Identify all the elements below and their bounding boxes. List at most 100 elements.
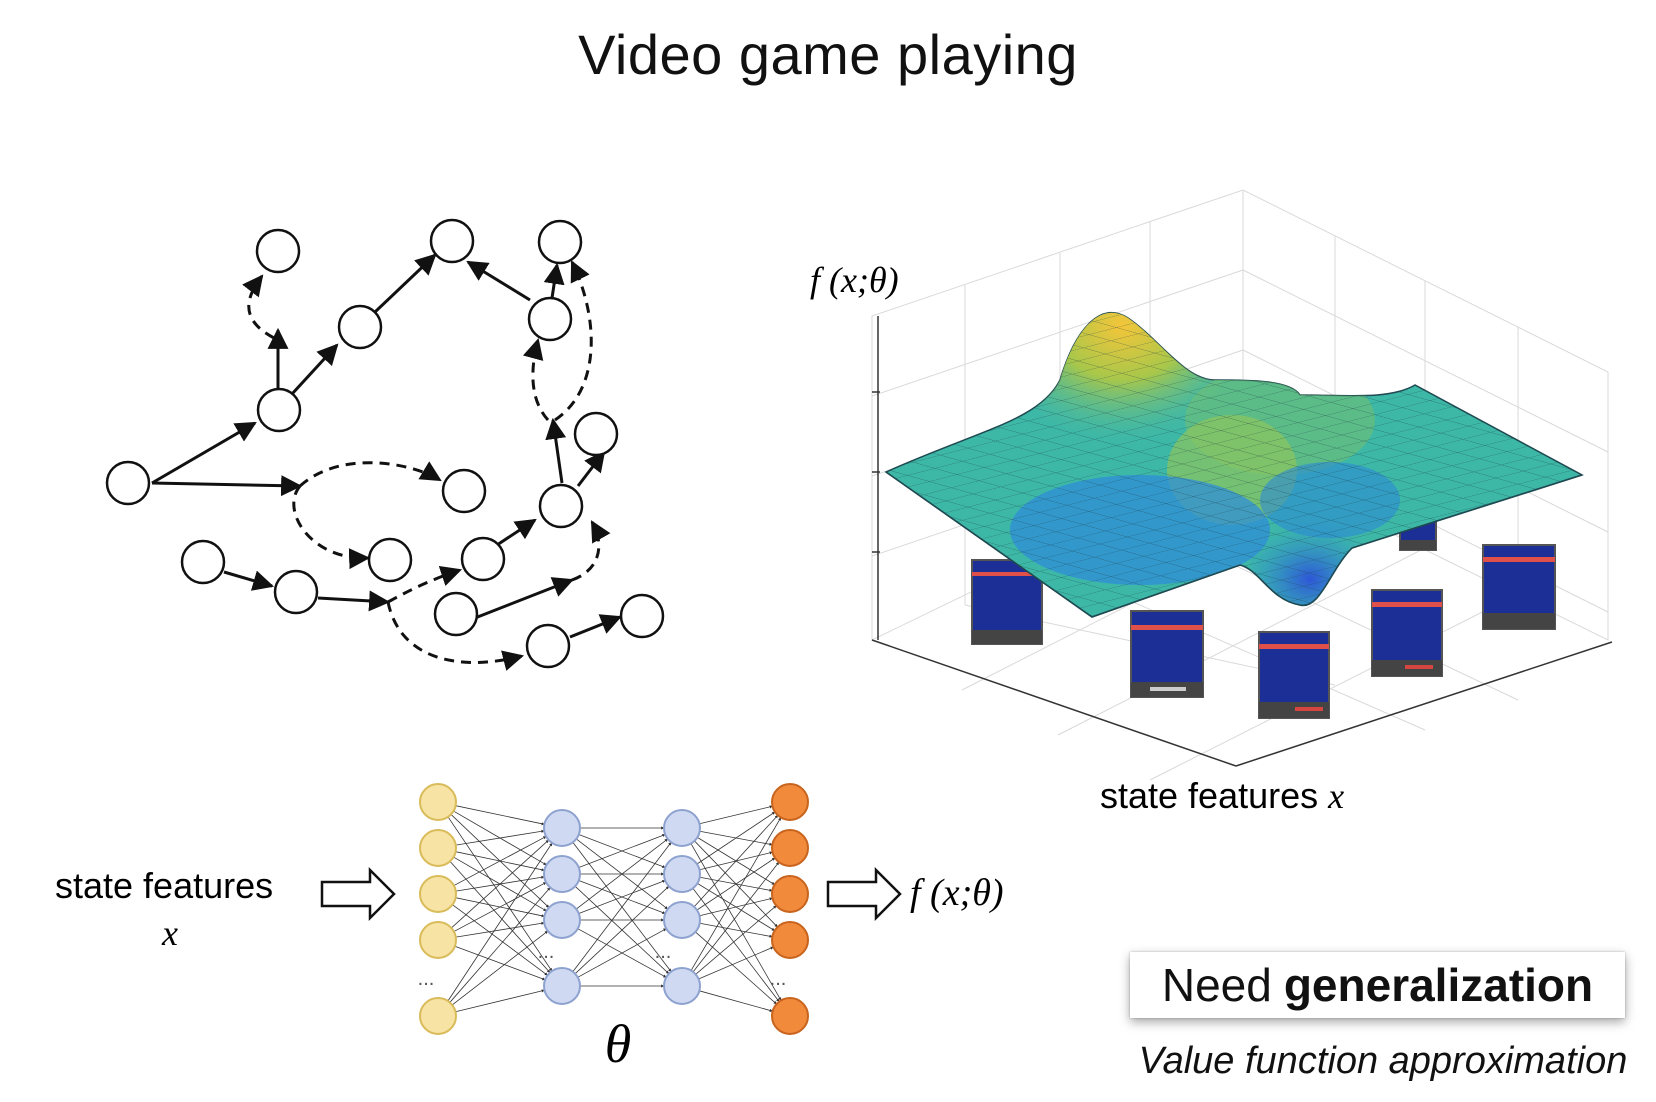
output-layer-ellipsis: ... [770,968,787,990]
hidden-neuron [663,809,701,847]
network-connection [449,887,551,1003]
network-connection [455,921,545,938]
graph-edge [151,421,257,485]
graph-node [460,536,506,582]
network-connection [451,930,549,1006]
game-frame [1130,610,1204,698]
output-neuron [771,829,809,867]
graph-node [525,623,571,669]
graph-edge [496,518,537,547]
network-connection [574,885,670,975]
game-frame [971,559,1043,645]
graph-node [527,296,573,342]
network-connection [578,879,666,914]
hidden-neuron [663,901,701,939]
graph-node [256,387,302,433]
output-neuron [771,783,809,821]
graph-edge [569,614,622,639]
input-neuron [419,921,457,959]
hidden-neuron [663,855,701,893]
hidden-neuron [543,809,581,847]
hidden-neuron [543,901,581,939]
game-frame [1482,544,1556,630]
state-transition-graph [105,218,665,671]
callout-caption: Value function approximation [1138,1040,1628,1082]
graph-edge [543,262,565,299]
hidden-neuron [543,967,581,1005]
hidden-neuron [663,967,701,1005]
network-connection [453,836,547,886]
game-frame [1258,631,1330,719]
input-neuron [419,829,457,867]
network-connection [699,897,773,917]
graph-node [538,483,584,529]
surface-x-axis-label: state features x [1100,775,1344,816]
network-connection [455,829,545,846]
input-arrow-icon [320,866,396,922]
network-connection [699,990,773,1012]
network-connection [455,989,545,1013]
callout-prefix: Need [1161,959,1272,1011]
network-connection [454,945,546,981]
graph-node [255,228,301,274]
graph-edge [151,475,303,497]
graph-edge [474,577,574,620]
network-connection [690,843,782,1001]
graph-node [273,569,319,615]
network-connection [699,805,773,825]
graph-node [105,460,151,506]
graph-node [337,304,383,350]
graph-node [573,411,619,457]
network-connection [452,904,548,976]
network-neurons [419,783,809,1035]
value-surface-plot: f (x;θ) state features x [810,189,1613,816]
network-connection [699,922,773,938]
network-connection [455,805,545,826]
graph-edge-dashed [292,485,371,570]
network-connection [695,905,777,975]
graph-node [537,219,583,265]
graph-edge-dashed [242,274,275,340]
hidden1-layer-ellipsis: ... [538,941,555,963]
graph-edge [466,260,531,302]
graph-edge [223,570,275,591]
graph-node [619,593,665,639]
plot-axes [871,316,1613,767]
graph-edge-dashed [386,601,525,671]
network-connection [693,815,779,907]
network-connection [451,839,549,929]
callout-emphasis: generalization [1283,959,1594,1011]
output-neuron [771,921,809,959]
graph-edge [545,417,567,484]
hidden-neuron [543,855,581,893]
network-connection [690,817,782,971]
output-arrow-icon [826,866,902,922]
input-layer-ellipsis: ... [418,968,435,990]
game-frame [1371,589,1443,677]
theta-parameter-symbol: θ [605,1014,632,1074]
network-connection [447,816,553,972]
output-neuron [771,997,809,1035]
network-connection [695,931,777,1005]
graph-edge-dashed [387,566,462,604]
surface-x-axis-text: state features [1100,775,1318,816]
neural-network-diagram: state features x ... ... ... ... θ f (x;… [55,783,1004,1074]
network-connections [447,805,782,1013]
surface-z-axis-label: f (x;θ) [810,260,899,300]
network-connection [578,833,666,868]
network-connection [576,838,668,910]
output-neuron [771,875,809,913]
network-connection [577,928,667,978]
graph-edge [317,590,391,612]
network-connection [698,946,774,980]
hidden2-layer-ellipsis: ... [655,941,672,963]
graph-edge [576,450,606,487]
input-neuron [419,783,457,821]
input-neuron [419,997,457,1035]
graph-edge-dashed [298,461,442,488]
graph-node [180,539,226,585]
generalization-callout: Need generalization [1130,952,1625,1018]
network-connection [453,882,547,932]
network-connection [572,842,672,972]
